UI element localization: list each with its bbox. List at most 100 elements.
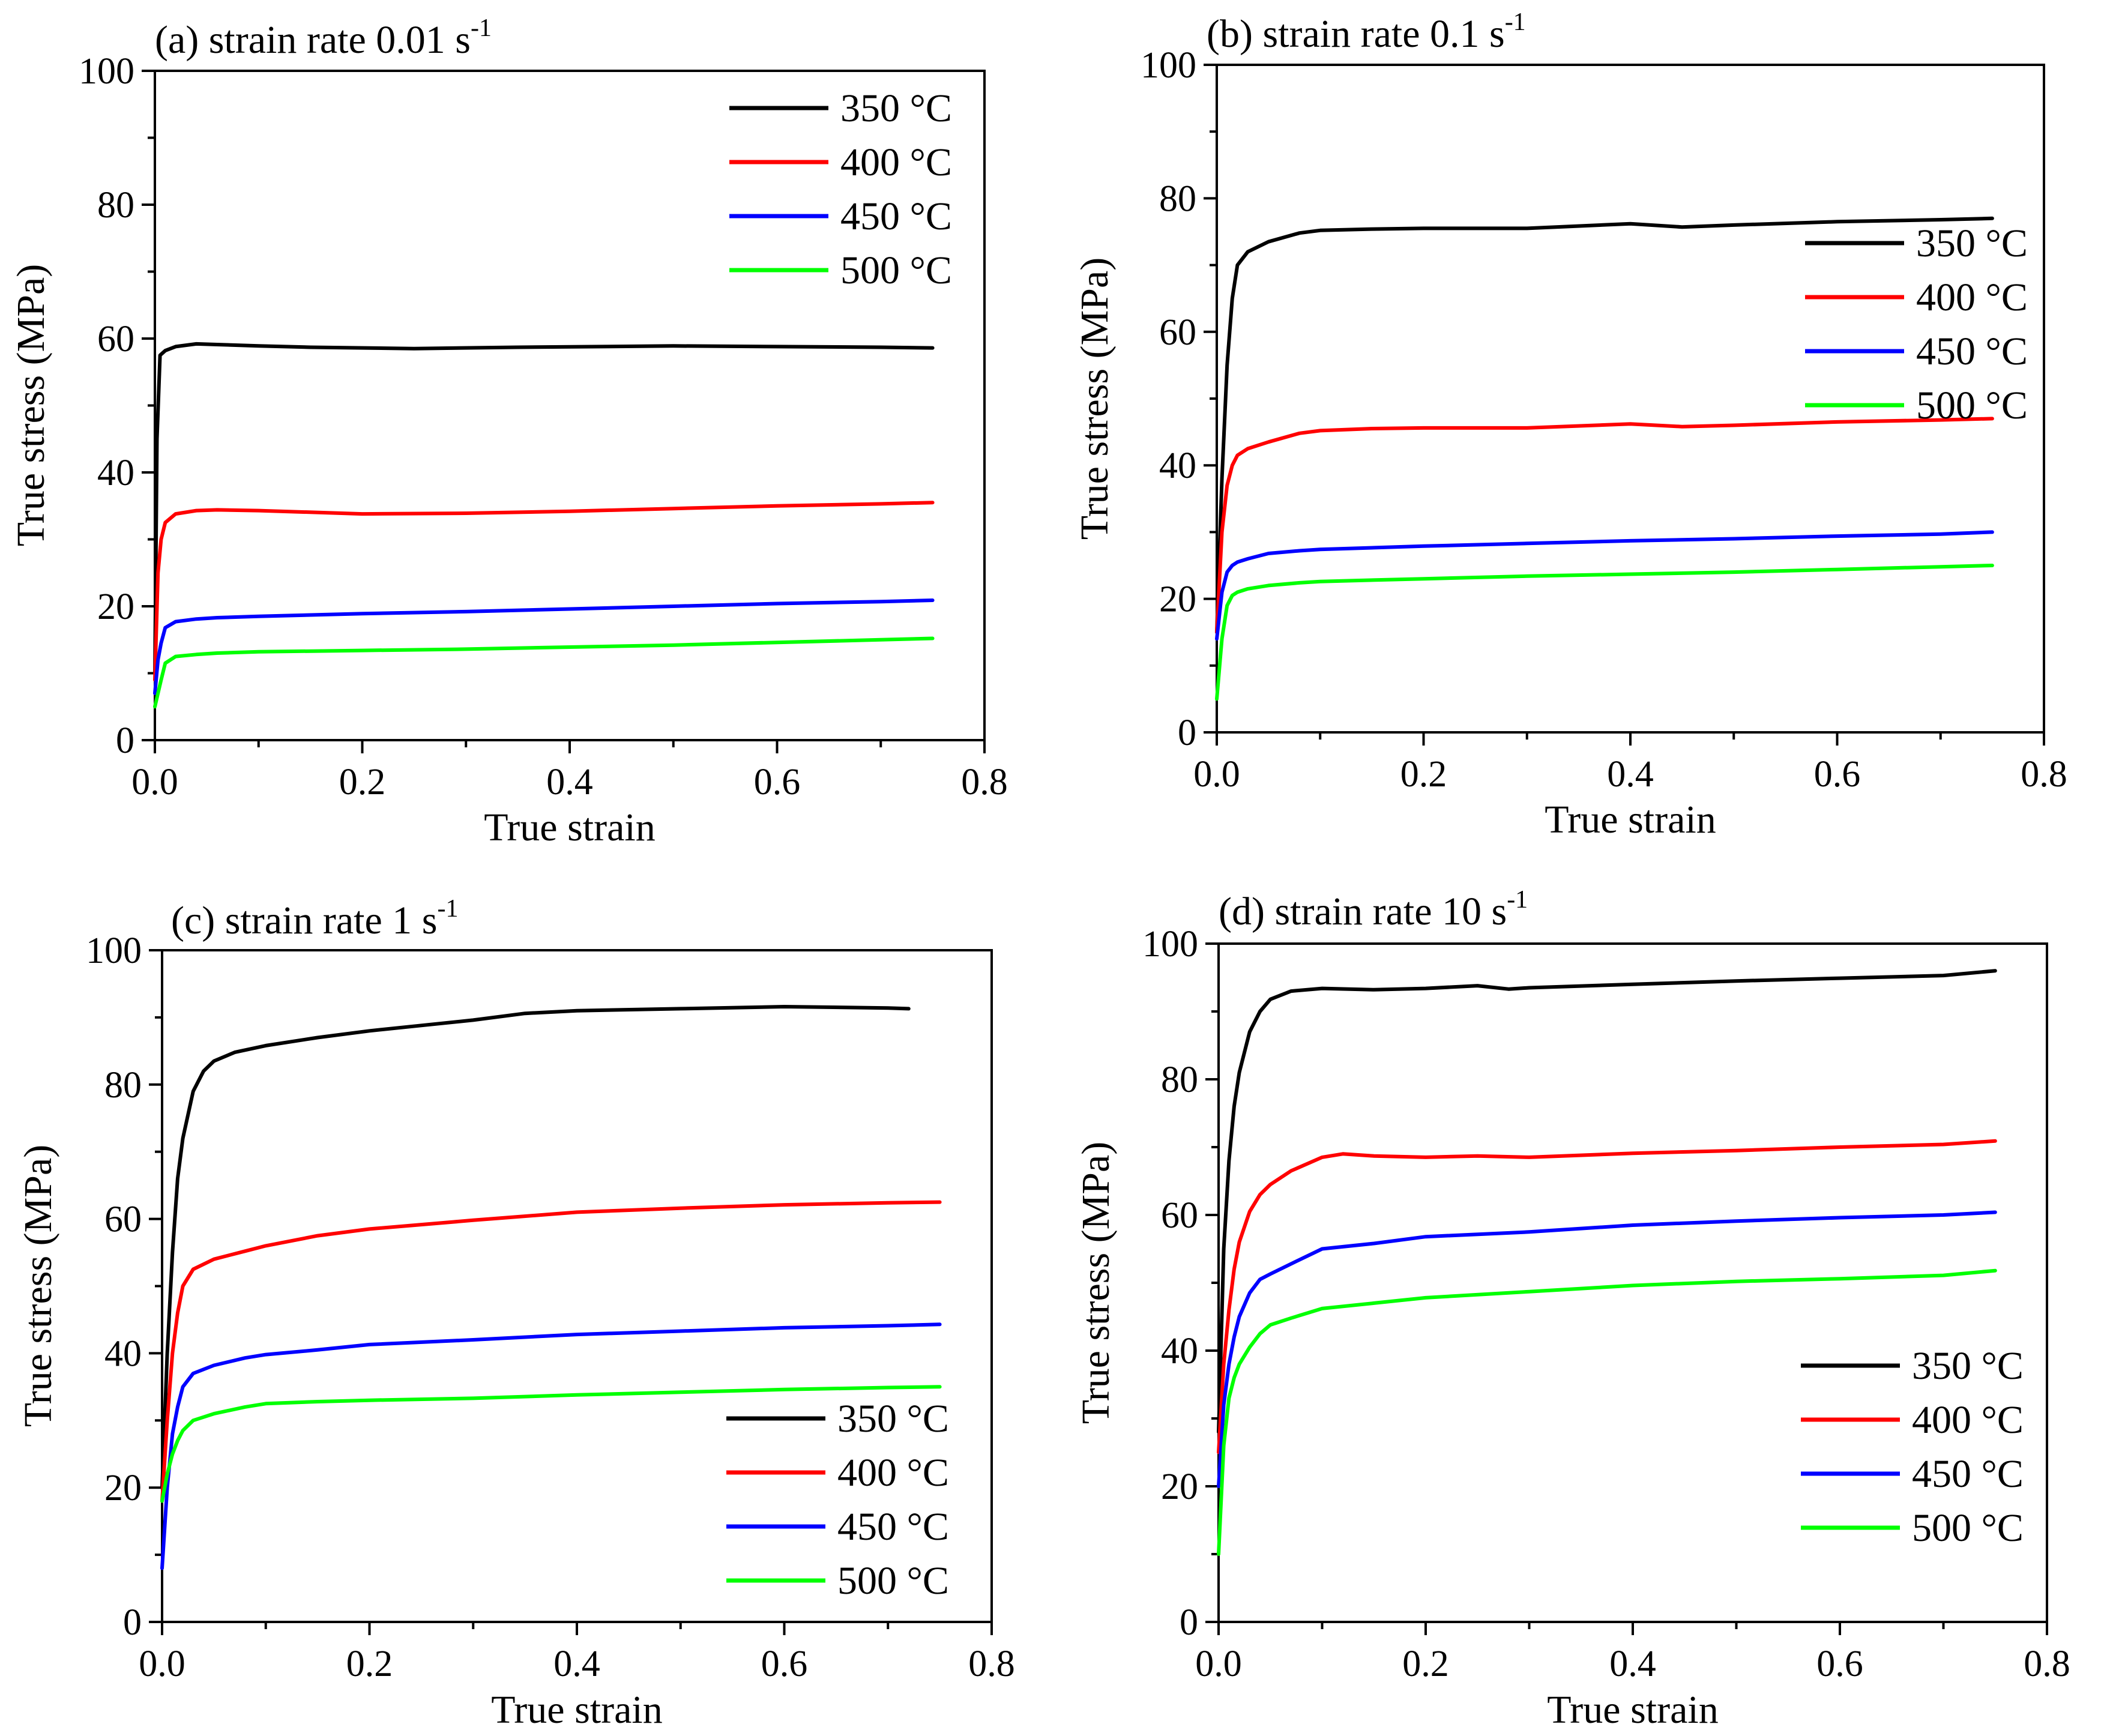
y-axis-label: True stress (MPa) [16,1145,60,1427]
x-axis-label: True strain [1545,798,1716,842]
panel-title: (a) strain rate 0.01 s-1 [155,14,492,62]
legend: 350 °C 400 °C 450 °C 500 °C [1805,222,2028,427]
legend-label: 500 °C [840,249,952,292]
panel-title-text: (c) strain rate 1 s [171,899,437,942]
panel-b: 0.0 0.2 0.4 0.6 0.8 0 20 40 60 80 100 True strain Tr… [1073,8,2067,842]
legend-label: 400 °C [1912,1398,2024,1442]
y-tick-label: 40 [1159,445,1196,486]
y-tick-label: 60 [104,1199,142,1240]
x-axis-label: True strain [491,1688,662,1732]
legend-label: 350 °C [1916,222,2028,265]
y-tick-label: 100 [1141,45,1196,86]
panel-title-text: (b) strain rate 0.1 s [1207,12,1505,56]
panel-c: 0.0 0.2 0.4 0.6 0.8 0 20 40 60 80 100 True strain Tr… [16,895,1015,1732]
x-tick-label: 0.0 [131,762,178,803]
x-tick-label: 0.6 [1816,1644,1863,1684]
panel-title-superscript: -1 [471,14,492,42]
series-line [160,1005,911,1490]
panel-title: (d) strain rate 10 s-1 [1219,886,1528,933]
panel-a: 0.0 0.2 0.4 0.6 0.8 0 20 40 60 80 100 True strain Tr… [9,14,1008,849]
x-axis-label: True strain [484,806,655,849]
x-tick-label: 0.2 [1402,1644,1449,1684]
x-tick-label: 0.8 [2024,1644,2070,1684]
y-tick-label: 0 [1178,713,1196,753]
y-tick-label: 40 [1161,1331,1198,1372]
series-line [153,342,935,675]
panel-title-text: (d) strain rate 10 s [1219,890,1507,933]
legend-label: 350 °C [1912,1344,2024,1388]
x-tick-label: 0.8 [968,1644,1015,1684]
series-line [1215,216,1994,634]
series-line [160,1385,942,1503]
y-tick-label: 100 [79,51,134,92]
legend-label: 450 °C [1916,330,2028,373]
x-tick-label: 0.2 [339,762,386,803]
y-tick-label: 100 [86,930,142,971]
legend-label: 350 °C [837,1397,949,1441]
legend: 350 °C 400 °C 450 °C 500 °C [1801,1344,2024,1550]
series-line [1217,969,1997,1434]
y-tick-label: 0 [123,1602,142,1643]
legend-label: 400 °C [840,140,952,184]
x-tick-label: 0.4 [1609,1644,1656,1684]
x-tick-label: 0.0 [139,1644,185,1684]
y-tick-label: 80 [1159,178,1196,219]
legend: 350 °C 400 °C 450 °C 500 °C [726,1397,949,1603]
legend-label: 500 °C [837,1559,949,1603]
y-tick-label: 100 [1142,924,1198,965]
series-line [1215,564,1994,701]
x-tick-label: 0.6 [761,1644,808,1684]
x-tick-label: 0.0 [1193,754,1240,795]
x-tick-label: 0.2 [346,1644,393,1684]
legend: 350 °C 400 °C 450 °C 500 °C [729,86,952,292]
y-tick-label: 0 [116,720,134,761]
legend-label: 400 °C [1916,276,2028,319]
series-line [1215,417,1994,634]
y-tick-label: 80 [104,1065,142,1106]
panel-title-superscript: -1 [437,895,458,923]
legend-label: 500 °C [1912,1506,2024,1550]
x-tick-label: 0.6 [754,762,801,803]
series-line [160,1322,942,1570]
x-tick-label: 0.4 [553,1644,600,1684]
series-line [160,1200,942,1503]
y-tick-label: 20 [104,1468,142,1508]
x-tick-label: 0.2 [1400,754,1447,795]
series-line [153,598,935,695]
y-tick-label: 80 [1161,1059,1198,1100]
series-line [153,636,935,709]
panel-title-superscript: -1 [1505,8,1526,36]
panel-title-text: (a) strain rate 0.01 s [155,18,471,62]
y-tick-label: 60 [1159,312,1196,353]
panel-title-superscript: -1 [1507,886,1528,914]
panel-d: 0.0 0.2 0.4 0.6 0.8 0 20 40 60 80 100 True strain Tr… [1074,886,2070,1732]
x-tick-label: 0.4 [1607,754,1654,795]
legend-label: 500 °C [1916,384,2028,427]
panel-title: (b) strain rate 0.1 s-1 [1207,8,1526,56]
y-axis-label: True stress (MPa) [1074,1142,1118,1424]
x-tick-label: 0.8 [2021,754,2067,795]
y-axis-label: True stress (MPa) [9,264,53,547]
y-tick-label: 80 [97,185,134,226]
series-line [1217,1268,1997,1556]
y-tick-label: 20 [1161,1466,1198,1507]
legend-label: 400 °C [837,1451,949,1495]
x-axis-label: True strain [1547,1688,1718,1732]
y-tick-label: 0 [1180,1602,1198,1643]
y-tick-label: 60 [1161,1195,1198,1236]
legend-label: 450 °C [840,194,952,238]
x-tick-label: 0.6 [1814,754,1861,795]
x-tick-label: 0.0 [1195,1644,1242,1684]
series-line [153,501,935,682]
y-tick-label: 20 [97,586,134,627]
series-line [1217,1139,1997,1454]
legend-label: 450 °C [837,1505,949,1549]
x-tick-label: 0.4 [546,762,593,803]
legend-label: 350 °C [840,86,952,130]
y-tick-label: 20 [1159,579,1196,620]
x-tick-label: 0.8 [961,762,1008,803]
legend-label: 450 °C [1912,1452,2024,1496]
y-axis-label: True stress (MPa) [1073,258,1117,540]
series-line [1215,530,1994,641]
